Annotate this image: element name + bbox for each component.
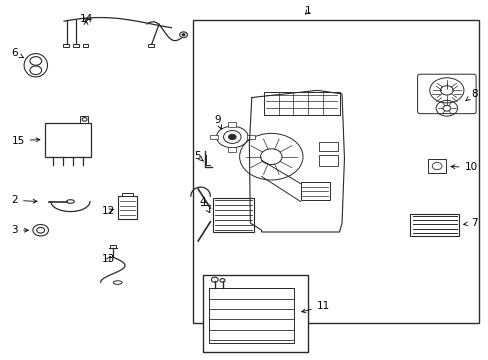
Ellipse shape [24, 54, 47, 77]
Circle shape [228, 134, 236, 140]
Text: 15: 15 [11, 136, 40, 145]
Bar [80, 116, 88, 123]
Bar [300, 182, 329, 200]
Bar [208, 288, 294, 343]
Bar [209, 135, 217, 139]
Text: 12: 12 [102, 206, 115, 216]
Bar [73, 44, 79, 47]
Bar [63, 44, 69, 47]
Bar [409, 214, 458, 235]
Bar [82, 44, 88, 47]
Bar [203, 275, 307, 352]
Text: 14: 14 [80, 14, 93, 24]
Bar [110, 244, 116, 248]
Ellipse shape [66, 200, 74, 203]
Text: 2: 2 [11, 195, 37, 206]
Circle shape [182, 34, 184, 36]
Text: 6: 6 [11, 48, 23, 58]
Bar [44, 123, 91, 157]
Text: 1: 1 [304, 6, 310, 17]
Text: 7: 7 [463, 218, 477, 228]
Bar [122, 193, 133, 196]
Text: 11: 11 [301, 301, 329, 313]
Text: 13: 13 [102, 254, 115, 264]
Ellipse shape [113, 281, 122, 284]
Bar [228, 122, 236, 127]
Ellipse shape [216, 126, 247, 148]
Text: 4: 4 [199, 197, 209, 213]
Bar [264, 92, 339, 116]
Text: 5: 5 [193, 150, 203, 161]
Bar [228, 147, 236, 152]
Bar [318, 142, 337, 151]
Bar [246, 135, 254, 139]
Bar [148, 44, 154, 47]
Text: 10: 10 [450, 162, 477, 172]
Bar [212, 198, 254, 232]
Bar [318, 155, 337, 166]
Text: 3: 3 [11, 225, 28, 235]
FancyBboxPatch shape [417, 74, 475, 114]
Bar [193, 21, 478, 323]
Bar [427, 159, 446, 173]
Text: 9: 9 [214, 115, 221, 129]
Text: 8: 8 [465, 89, 477, 101]
Bar [118, 196, 137, 220]
